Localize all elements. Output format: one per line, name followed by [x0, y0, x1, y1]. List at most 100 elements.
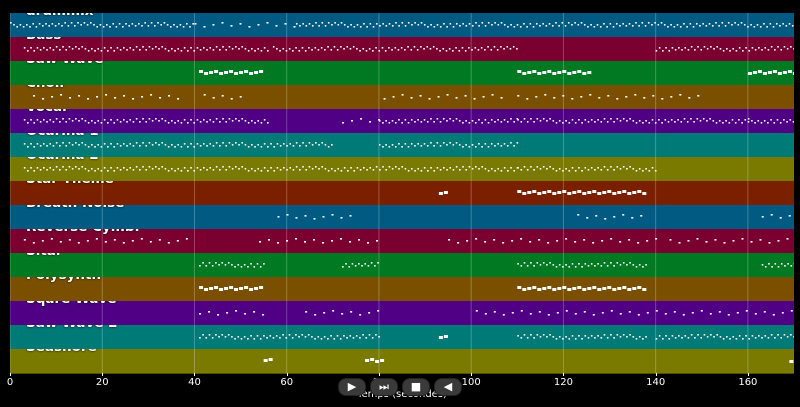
note-segment	[23, 46, 269, 52]
note-segment	[577, 214, 643, 220]
track-row[interactable]: Ocarina 1	[10, 133, 794, 158]
note-segment	[10, 22, 194, 28]
track-name: Choir	[26, 85, 66, 91]
track-row[interactable]: Bass	[10, 37, 794, 62]
track-name: Vocal	[26, 109, 67, 115]
x-tick-mark	[378, 373, 380, 376]
fast-forward-button[interactable]: ⏭	[370, 378, 398, 396]
x-tick-mark	[655, 373, 657, 376]
track-name: Reverse Cymb.	[26, 229, 140, 235]
note-segment	[789, 360, 794, 363]
note-segment	[475, 310, 793, 316]
x-tick-mark	[10, 373, 11, 376]
x-tick-mark	[286, 373, 288, 376]
track-row[interactable]: Star Theme	[10, 181, 794, 206]
note-segment	[378, 118, 519, 124]
track-row[interactable]: Reverse Cymb.	[10, 229, 794, 254]
note-segment	[272, 46, 518, 52]
track-name: Sqare Wave	[26, 301, 117, 307]
note-segment	[23, 118, 269, 124]
track-name: Seashore	[26, 349, 97, 355]
play-button[interactable]: ▶	[338, 378, 366, 396]
note-segment	[761, 263, 794, 268]
note-segment	[263, 358, 273, 362]
track-name: Sitar	[26, 253, 63, 259]
note-lane	[33, 94, 700, 100]
note-segment	[295, 22, 794, 28]
note-segment	[199, 286, 264, 291]
note-segment	[747, 70, 794, 75]
track-row[interactable]: Sqare Wave	[10, 301, 794, 326]
track-name: Bass	[26, 37, 61, 43]
note-segment	[194, 22, 296, 28]
track-row[interactable]: Breath Noise	[10, 205, 794, 230]
track-row[interactable]: Vocal	[10, 109, 794, 134]
note-segment	[438, 191, 448, 195]
track-row[interactable]: Polysynth	[10, 277, 794, 302]
x-tick-label: 160	[738, 377, 758, 388]
track-name: Saw Wave 2	[26, 325, 118, 331]
note-lane	[438, 190, 647, 195]
note-segment	[23, 166, 519, 172]
track-row[interactable]: drummix	[10, 13, 794, 38]
note-segment	[23, 238, 188, 244]
note-lane	[277, 214, 791, 220]
track-plot[interactable]: drummix Bass Saw Wave Choir Vocal Ocarina 1 Oc…	[10, 13, 794, 374]
note-segment	[342, 262, 379, 268]
x-tick-label: 40	[188, 377, 201, 388]
x-tick-label: 140	[646, 377, 666, 388]
track-row[interactable]: Choir	[10, 85, 794, 110]
track-name: Star Theme	[26, 181, 114, 187]
track-row[interactable]: Sitar	[10, 253, 794, 278]
track-row[interactable]: Seashore	[10, 349, 794, 374]
note-lane	[23, 46, 794, 52]
track-row[interactable]: Ocarina 2	[10, 157, 794, 182]
x-tick-label: 60	[280, 377, 294, 388]
track-name: Breath Noise	[26, 205, 124, 211]
note-segment	[517, 334, 647, 340]
note-lane	[263, 358, 794, 363]
note-segment	[259, 238, 379, 244]
note-segment	[365, 358, 385, 363]
track-name: Ocarina 2	[26, 157, 99, 163]
note-lane	[23, 142, 519, 148]
note-segment	[23, 142, 333, 148]
note-lane	[199, 286, 647, 291]
x-axis-label: Temps (secondes)	[357, 389, 447, 400]
note-segment	[517, 118, 750, 124]
note-segment	[655, 334, 794, 340]
note-lane	[199, 334, 794, 340]
track-row[interactable]: Saw Wave	[10, 61, 794, 86]
note-segment	[203, 94, 242, 100]
x-tick-label: 20	[95, 377, 109, 388]
note-segment	[517, 94, 700, 100]
x-tick-label: 120	[553, 377, 573, 388]
note-segment	[448, 238, 658, 244]
track-name: Ocarina 1	[26, 133, 99, 139]
note-segment	[199, 310, 265, 316]
note-segment	[342, 118, 381, 124]
note-segment	[277, 214, 352, 220]
track-name: Polysynth	[26, 277, 101, 283]
note-segment	[669, 238, 789, 244]
rewind-button[interactable]: ◀	[434, 378, 462, 396]
stop-button[interactable]: ■	[402, 378, 430, 396]
note-segment	[761, 214, 791, 219]
note-segment	[33, 94, 180, 100]
note-lane	[199, 70, 794, 75]
x-tick-mark	[471, 373, 473, 376]
note-segment	[199, 70, 264, 75]
note-segment	[517, 70, 592, 75]
note-segment	[438, 335, 448, 339]
note-lane	[23, 166, 657, 172]
track-name: drummix	[26, 13, 93, 19]
note-segment	[517, 262, 647, 268]
playback-controls: ▶ ⏭ ■ ◀	[338, 378, 462, 396]
note-segment	[747, 118, 794, 124]
note-segment	[383, 94, 503, 100]
note-lane	[199, 310, 793, 316]
note-segment	[378, 142, 519, 148]
note-lane	[23, 118, 794, 124]
note-segment	[305, 310, 380, 316]
track-row[interactable]: Saw Wave 2	[10, 325, 794, 350]
